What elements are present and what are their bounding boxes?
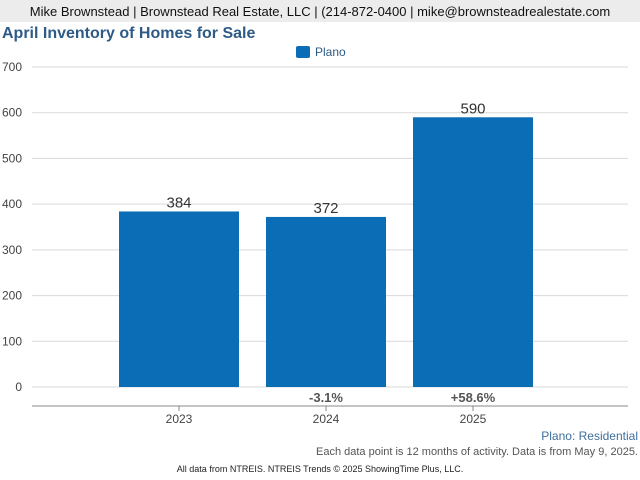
bar-value-label: 384 [166, 194, 191, 211]
bar [413, 117, 533, 388]
contact-banner: Mike Brownstead | Brownstead Real Estate… [0, 0, 640, 22]
y-tick-label: 300 [2, 243, 22, 257]
y-tick-label: 700 [2, 60, 22, 74]
change-percent-label: -3.1% [309, 390, 343, 405]
bar-value-label: 372 [313, 200, 338, 217]
x-tick-label: 2024 [313, 412, 340, 426]
y-tick-label: 600 [2, 106, 22, 120]
chart-legend[interactable]: Plano [296, 45, 346, 59]
contact-text: Mike Brownstead | Brownstead Real Estate… [29, 3, 611, 19]
chart-title: April Inventory of Homes for Sale [2, 25, 256, 42]
bar [119, 211, 239, 387]
y-tick-label: 500 [2, 151, 22, 165]
change-percent-label: +58.6% [451, 390, 496, 405]
y-tick-label: 100 [2, 334, 22, 348]
legend-label: Plano [315, 45, 346, 59]
x-tick-label: 2025 [460, 412, 487, 426]
x-tick-label: 2023 [166, 412, 193, 426]
bar [266, 216, 386, 387]
bar-value-label: 590 [460, 100, 485, 117]
y-tick-label: 0 [15, 380, 22, 394]
y-tick-label: 200 [2, 289, 22, 303]
series-filter-label: Plano: Residential [541, 429, 638, 443]
data-credit: All data from NTREIS. NTREIS Trends © 20… [176, 464, 464, 474]
data-note: Each data point is 12 months of activity… [315, 446, 638, 458]
legend-swatch [296, 46, 310, 58]
y-tick-label: 400 [2, 197, 22, 211]
